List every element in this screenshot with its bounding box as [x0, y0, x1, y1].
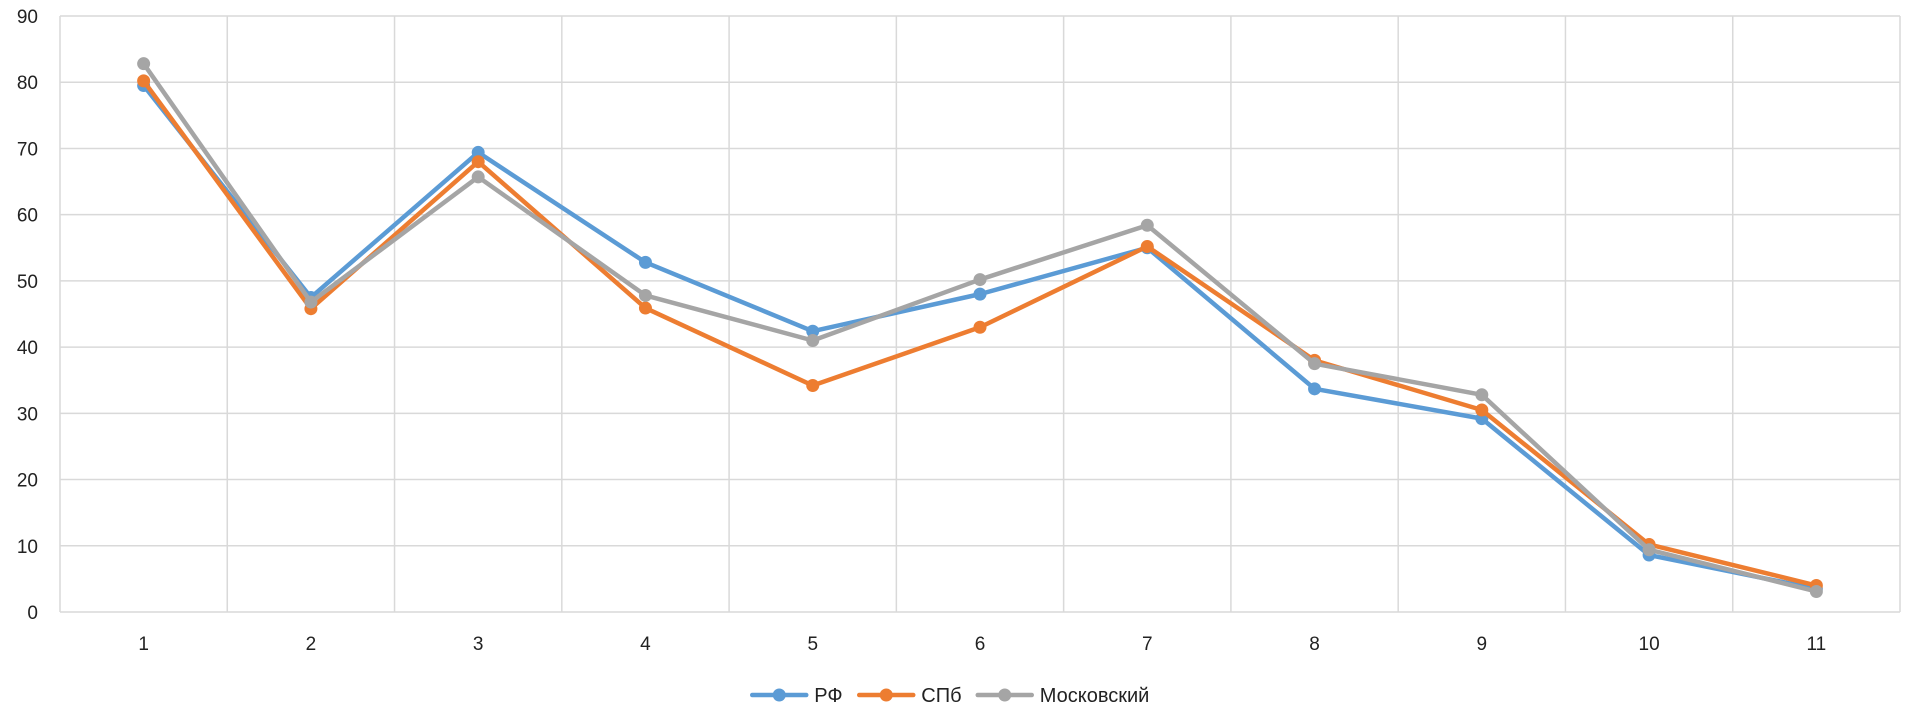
- legend: РФ СПб Московский: [750, 685, 1150, 707]
- y-tick-label: 60: [17, 206, 38, 227]
- legend-swatch-marker: [998, 688, 1012, 702]
- y-tick-label: 90: [17, 7, 38, 28]
- legend-item-1: РФ: [750, 685, 843, 707]
- legend-item-3: Московский: [975, 685, 1150, 707]
- data-point: [638, 255, 652, 269]
- data-point: [1475, 403, 1489, 417]
- x-tick-label: 1: [138, 634, 149, 655]
- legend-label: РФ: [814, 685, 842, 707]
- y-tick-label: 70: [17, 139, 38, 160]
- y-tick-label: 80: [17, 73, 38, 94]
- legend-label: СПб: [921, 685, 961, 707]
- x-tick-label: 11: [1806, 634, 1826, 655]
- y-tick-label: 10: [17, 537, 38, 558]
- data-point: [973, 287, 987, 301]
- data-point: [1475, 388, 1489, 402]
- data-point: [471, 155, 485, 169]
- x-tick-label: 3: [473, 634, 484, 655]
- y-tick-label: 20: [17, 471, 38, 492]
- data-point: [1140, 239, 1154, 253]
- x-tick-label: 7: [1142, 634, 1153, 655]
- y-tick-label: 30: [17, 404, 38, 425]
- y-tick-label: 40: [17, 338, 38, 359]
- series-2: [137, 74, 1823, 593]
- data-point: [806, 324, 820, 338]
- series-3: [137, 57, 1823, 598]
- y-axis: 0 10 20 30 40 50 60 70 80 90: [17, 7, 38, 624]
- data-point: [1809, 584, 1823, 598]
- data-point: [806, 333, 820, 347]
- data-point: [304, 295, 318, 309]
- data-point: [973, 273, 987, 287]
- x-axis: 1 2 3 4 5 6 7 8 9 10 11: [138, 634, 1826, 655]
- data-point: [638, 288, 652, 302]
- data-point: [638, 301, 652, 315]
- legend-swatch-marker: [879, 688, 893, 702]
- x-tick-label: 9: [1477, 634, 1488, 655]
- data-point: [471, 170, 485, 184]
- data-point: [1642, 543, 1656, 557]
- y-tick-label: 0: [27, 603, 38, 624]
- data-point: [471, 145, 485, 159]
- x-tick-label: 8: [1309, 634, 1320, 655]
- data-point: [137, 74, 151, 88]
- x-tick-label: 4: [640, 634, 651, 655]
- x-tick-label: 10: [1639, 634, 1660, 655]
- legend-label: Московский: [1040, 685, 1150, 707]
- legend-swatch-marker: [772, 688, 786, 702]
- x-tick-label: 5: [807, 634, 818, 655]
- data-point: [1308, 382, 1322, 396]
- series-lines: [137, 57, 1823, 598]
- series-1: [137, 79, 1823, 596]
- data-point: [1308, 357, 1322, 371]
- data-point: [1140, 218, 1154, 232]
- x-tick-label: 6: [975, 634, 986, 655]
- legend-item-2: СПб: [857, 685, 962, 707]
- data-point: [137, 57, 151, 71]
- data-point: [973, 320, 987, 334]
- y-tick-label: 50: [17, 272, 38, 293]
- x-tick-label: 2: [306, 634, 317, 655]
- data-point: [806, 379, 820, 393]
